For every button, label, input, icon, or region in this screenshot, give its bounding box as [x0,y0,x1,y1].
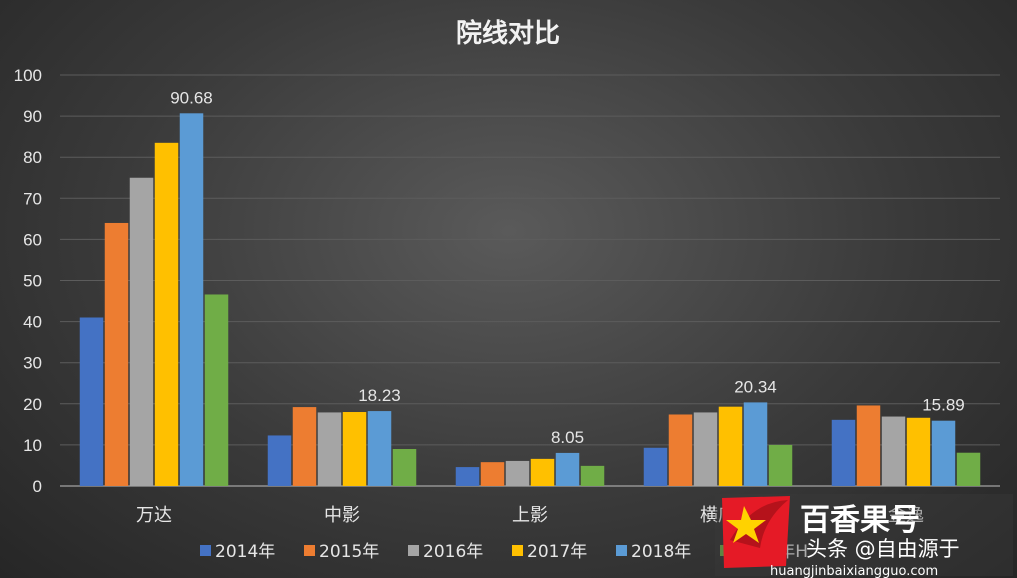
category-label: 中影 [324,505,360,526]
legend-swatch [408,545,419,556]
y-tick-label: 20 [23,395,42,414]
legend-item: 2018年 [616,542,691,562]
data-label: 8.05 [551,428,584,447]
bar [580,465,605,486]
y-tick-label: 70 [23,189,42,208]
y-tick-label: 100 [14,66,42,85]
bar [768,444,793,486]
legend-item: 2016年 [408,542,483,562]
bar [881,416,906,486]
bar [129,177,154,486]
bars [79,113,981,486]
y-axis: 0 10 20 30 40 50 60 70 80 90 100 [14,66,42,496]
y-tick-label: 0 [33,477,42,496]
bar [367,411,392,486]
watermark-brand: 百香果号 [800,503,920,538]
legend-label: 2018年 [631,542,691,562]
legend-swatch [512,545,523,556]
bar [555,452,580,486]
y-tick-label: 10 [23,436,42,455]
data-labels: 90.68 18.23 8.05 20.34 15.89 [170,88,965,447]
bar [342,412,367,486]
data-label: 15.89 [922,396,965,415]
bar [505,460,530,486]
bar [668,414,693,486]
watermark: 百香果号 头条 @自由源于 huangjinbaixiangguo.com [715,494,1013,578]
y-tick-label: 40 [23,313,42,332]
bar [480,462,505,486]
legend-label: 2015年 [319,542,379,562]
data-label: 18.23 [358,386,401,405]
legend-label: 2017年 [527,542,587,562]
data-label: 20.34 [734,377,777,396]
legend-item: 2015年 [304,542,379,562]
bar [643,447,668,486]
bar [856,405,881,486]
legend-swatch [200,545,211,556]
bar [317,412,342,486]
y-tick-label: 60 [23,230,42,249]
bar [204,294,229,486]
y-tick-label: 30 [23,354,42,373]
bar [392,449,417,486]
legend-item: 2014年 [200,542,275,562]
category-label: 金逸 [888,505,924,526]
legend-swatch [616,545,627,556]
bar [718,406,743,486]
bar [931,420,956,486]
bar [530,458,555,486]
watermark-url: huangjinbaixiangguo.com [770,564,938,578]
bar [154,142,179,486]
bar [79,317,104,486]
legend-label: 2014年 [215,542,275,562]
category-label: 上影 [512,505,548,526]
bar [179,113,204,486]
bar [906,417,931,486]
legend-item: 2017年 [512,542,587,562]
bar [956,452,981,486]
legend-swatch [304,545,315,556]
bar [104,222,129,486]
bar [693,412,718,486]
bar [455,467,480,486]
category-label: 万达 [136,505,172,526]
data-label: 90.68 [170,88,213,107]
bar [267,435,292,486]
chart-title: 院线对比 [456,18,560,49]
bar [743,402,768,486]
bar [831,419,856,486]
y-tick-label: 80 [23,148,42,167]
legend-label: 2016年 [423,542,483,562]
watermark-text: 头条 @自由源于 [806,537,960,561]
y-tick-label: 50 [23,272,42,291]
passion-fruit-logo-icon [722,496,790,568]
bar [292,407,317,486]
y-tick-label: 90 [23,107,42,126]
